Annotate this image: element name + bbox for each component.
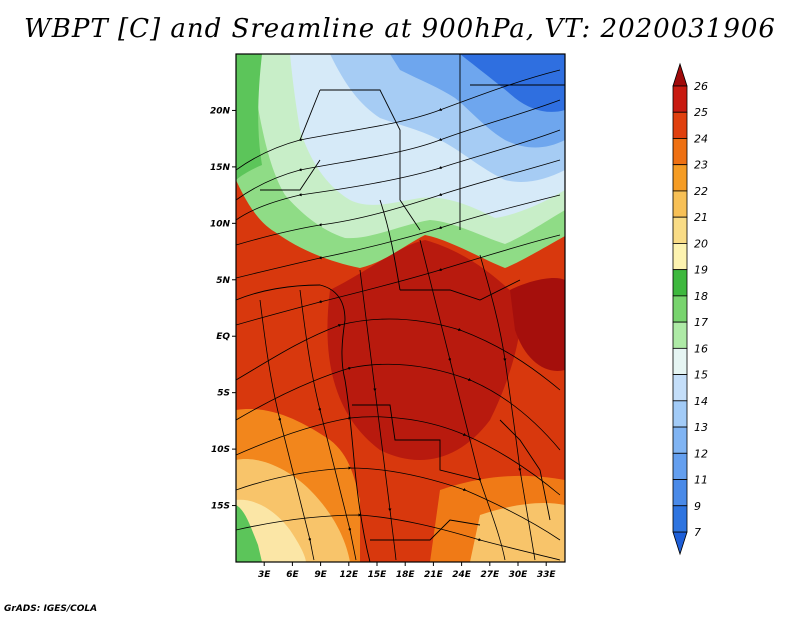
lon-tick-label: 30E: [509, 570, 529, 580]
colorbar-segment: [672, 426, 688, 454]
streamline: [299, 289, 357, 561]
colorbar-label: 21: [694, 211, 708, 224]
border-line: [299, 89, 321, 141]
colorbar-label: 19: [694, 264, 708, 277]
streamline: [236, 99, 561, 201]
east-hot-core: [510, 278, 565, 371]
country-borders: [236, 54, 565, 562]
colorbar-label: 20: [694, 237, 708, 250]
colorbar-label: 7: [694, 526, 701, 539]
streamline: [359, 269, 397, 561]
lon-tick-label: 3E: [258, 570, 271, 580]
streamline: [236, 129, 561, 221]
colorbar-bottom-arrow: [672, 531, 688, 556]
colorbar-segment: [672, 269, 688, 297]
lon-tick-label: 33E: [537, 570, 557, 580]
border-line: [352, 404, 481, 481]
colorbar: 26 25 24 23 22 21 20 19 18 17 16 15 14 13 12 11 9 7: [672, 62, 708, 556]
colorbar-segment: [672, 295, 688, 323]
border-line: [499, 419, 551, 521]
colorbar-label: 11: [694, 474, 708, 487]
colorbar-segment: [672, 111, 688, 139]
colorbar-segment: [672, 479, 688, 507]
map-frame: [235, 53, 566, 563]
streamline: [259, 299, 315, 561]
colorbar-label: 16: [694, 342, 708, 355]
streamline: [236, 194, 561, 279]
lat-tick-label: 10S: [211, 445, 230, 455]
colorbar-segment: [672, 190, 688, 218]
southwest-green-patch: [236, 505, 262, 562]
streamlines: [236, 69, 561, 561]
colorbar-segment: [672, 243, 688, 271]
lon-tick-label: 18E: [396, 570, 416, 580]
lat-tick-label: 5N: [216, 276, 230, 286]
colorbar-segment: [672, 164, 688, 192]
coastline: [236, 284, 371, 562]
colorbar-label: 25: [694, 106, 708, 119]
colorbar-label: 22: [694, 185, 708, 198]
colorbar-segment: [672, 347, 688, 375]
border-line: [379, 199, 401, 291]
colorbar-label: 24: [694, 132, 708, 145]
colorbar-label: 9: [694, 500, 701, 513]
lon-tick-label: 15E: [368, 570, 388, 580]
colorbar-label: 13: [694, 421, 708, 434]
border-line: [370, 519, 481, 541]
border-line: [400, 279, 521, 301]
streamline: [479, 254, 536, 561]
streamline: [419, 239, 506, 561]
latitude-axis: 20N 15N 10N 5N EQ 5S 10S 15S: [210, 106, 236, 512]
lon-tick-label: 24E: [452, 570, 472, 580]
lon-tick-label: 12E: [339, 570, 359, 580]
lat-tick-label: 15N: [210, 163, 231, 173]
lat-tick-label: 15S: [211, 502, 230, 512]
colorbar-top-arrow: [672, 62, 688, 87]
wbpt-field: [236, 54, 565, 562]
colorbar-label: 26: [694, 80, 708, 93]
colorbar-segment: [672, 138, 688, 166]
lat-tick-label: 10N: [210, 219, 231, 229]
northwest-green-strip: [236, 54, 262, 180]
colorbar-label: 15: [694, 369, 708, 382]
southeast-yellow-region: [470, 503, 565, 562]
colorbar-segment: [672, 400, 688, 428]
lat-tick-label: EQ: [216, 332, 230, 342]
streamline: [236, 234, 561, 326]
streamline: [236, 318, 561, 391]
colorbar-segment: [672, 505, 688, 533]
colorbar-segment: [672, 374, 688, 402]
colorbar-segment: [672, 216, 688, 244]
map-title: WBPT [C] and Sreamline at 900hPa, VT: 20…: [24, 14, 776, 44]
lon-tick-label: 21E: [424, 570, 444, 580]
lon-tick-label: 27E: [480, 570, 500, 580]
streamline: [236, 69, 561, 171]
colorbar-segment: [672, 85, 688, 113]
northern-deep-blue: [460, 54, 565, 112]
colorbar-label: 17: [694, 316, 708, 329]
lon-tick-label: 6E: [286, 570, 299, 580]
longitude-axis: 3E 6E 9E 12E 15E 18E 21E 24E 27E 30E 33E: [258, 562, 556, 580]
map-figure: 20N 15N 10N 5N EQ 5S 10S 15S 3E 6E 9E 12E 15E 18E 21E…: [210, 53, 708, 580]
colorbar-label: 23: [694, 159, 708, 172]
streamline: [236, 159, 561, 246]
colorbar-label: 12: [694, 447, 708, 460]
lon-tick-label: 9E: [314, 570, 327, 580]
colorbar-label: 14: [694, 395, 708, 408]
border-line: [260, 159, 321, 191]
border-line: [320, 89, 421, 231]
colorbar-segment: [672, 321, 688, 349]
colorbar-segment: [672, 452, 688, 480]
lat-tick-label: 5S: [217, 389, 230, 399]
lat-tick-label: 20N: [210, 106, 231, 116]
colorbar-label: 18: [694, 290, 708, 303]
grads-credit: GrADS: IGES/COLA: [4, 604, 98, 614]
